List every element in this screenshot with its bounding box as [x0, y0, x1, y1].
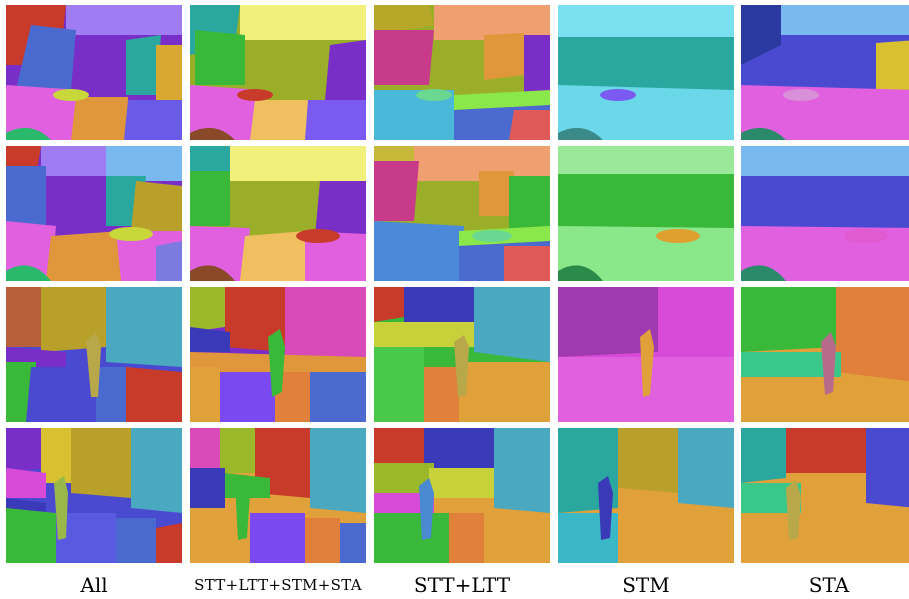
image-r1-stt-ltt: [374, 5, 550, 140]
caption-stt-ltt-stm-sta: STT+LTT+STM+STA: [194, 576, 362, 594]
image-r1-all: [6, 5, 182, 140]
segmentation-grid: [6, 5, 909, 563]
image-r2-sta: [741, 146, 909, 281]
image-r2-stt-ltt-stm-sta: [190, 146, 366, 281]
image-r4-stm: [558, 428, 734, 563]
image-r2-all: [6, 146, 182, 281]
caption-stt-ltt: STT+LTT: [413, 573, 511, 597]
caption-sta: STA: [808, 573, 850, 597]
caption-stm: STM: [622, 573, 670, 597]
image-r1-sta: [741, 5, 909, 140]
image-r1-stm: [558, 5, 734, 140]
image-r4-stt-ltt-stm-sta: [190, 428, 366, 563]
image-r1-stt-ltt-stm-sta: [190, 5, 366, 140]
image-r4-sta: [741, 428, 909, 563]
image-r3-stt-ltt: [374, 287, 550, 422]
image-r3-stt-ltt-stm-sta: [190, 287, 366, 422]
image-r2-stm: [558, 146, 734, 281]
caption-all: All: [80, 573, 108, 597]
image-r4-all: [6, 428, 182, 563]
image-r4-stt-ltt: [374, 428, 550, 563]
image-r3-sta: [741, 287, 909, 422]
image-r2-stt-ltt: [374, 146, 550, 281]
image-r3-all: [6, 287, 182, 422]
image-r3-stm: [558, 287, 734, 422]
